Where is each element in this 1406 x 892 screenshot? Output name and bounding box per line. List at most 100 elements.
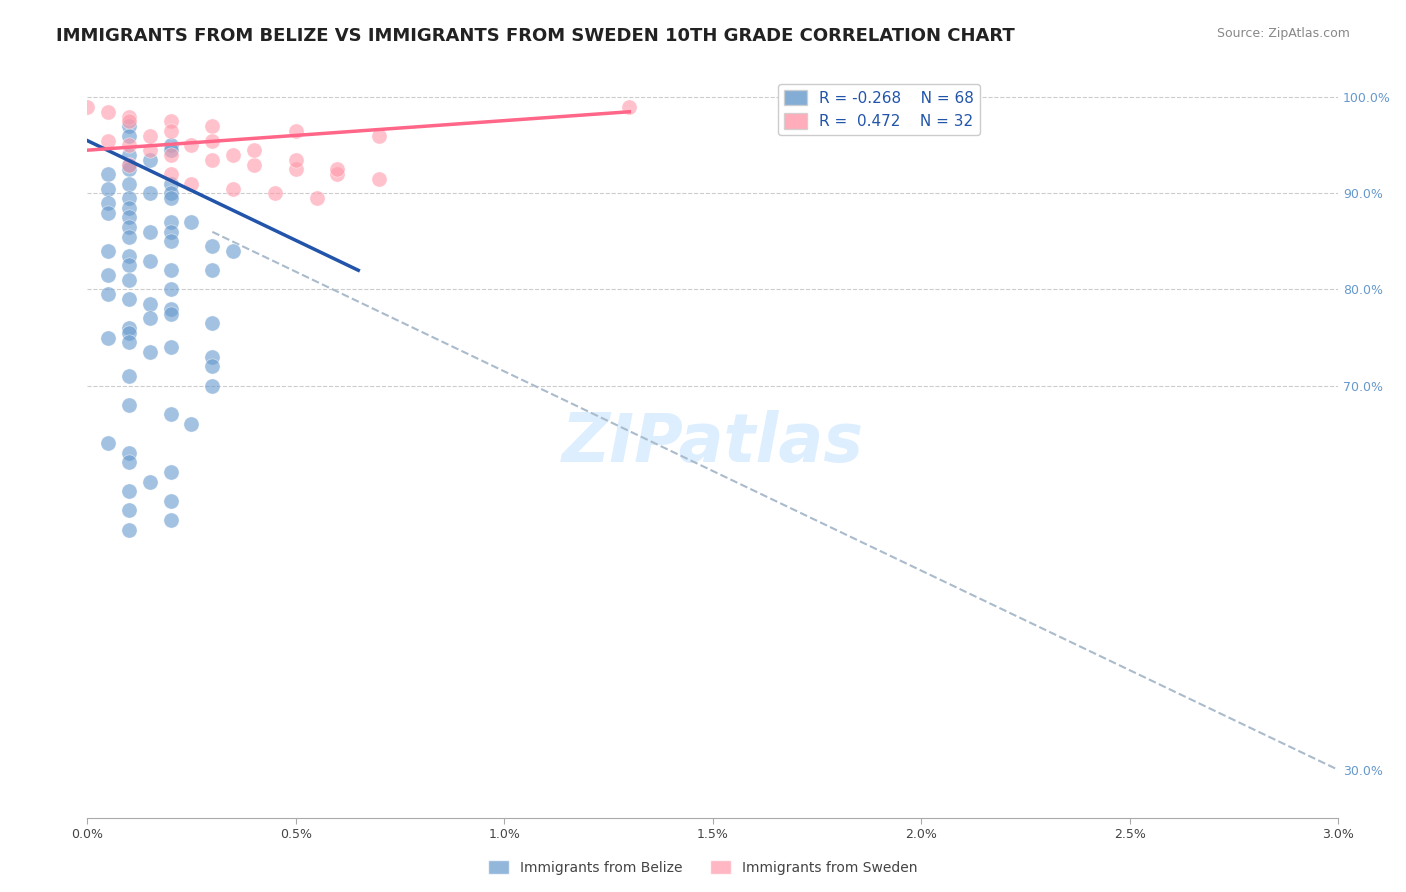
Point <box>159 138 181 153</box>
Point <box>284 124 307 138</box>
Point <box>97 287 120 301</box>
Point <box>118 398 141 412</box>
Point <box>118 523 141 537</box>
Text: Source: ZipAtlas.com: Source: ZipAtlas.com <box>1216 27 1350 40</box>
Text: ZIPatlas: ZIPatlas <box>562 410 863 476</box>
Point <box>139 186 162 201</box>
Point <box>97 134 120 148</box>
Point <box>97 167 120 181</box>
Point <box>97 244 120 258</box>
Point <box>180 177 202 191</box>
Point <box>118 321 141 335</box>
Point <box>118 273 141 287</box>
Point <box>139 311 162 326</box>
Point <box>97 196 120 211</box>
Point <box>201 134 224 148</box>
Point <box>118 158 141 172</box>
Point <box>118 259 141 273</box>
Legend: R = -0.268    N = 68, R =  0.472    N = 32: R = -0.268 N = 68, R = 0.472 N = 32 <box>778 84 980 136</box>
Point <box>284 162 307 177</box>
Point <box>139 253 162 268</box>
Point <box>243 143 266 157</box>
Point <box>97 104 120 119</box>
Point <box>159 235 181 249</box>
Point <box>97 268 120 282</box>
Point <box>118 158 141 172</box>
Point <box>139 345 162 359</box>
Point <box>118 368 141 383</box>
Point <box>159 191 181 205</box>
Point <box>159 283 181 297</box>
Point <box>97 205 120 219</box>
Point <box>118 446 141 460</box>
Point <box>118 177 141 191</box>
Point <box>159 513 181 527</box>
Point <box>222 244 245 258</box>
Point <box>159 177 181 191</box>
Point <box>201 316 224 330</box>
Point <box>97 330 120 344</box>
Point <box>201 119 224 133</box>
Point <box>159 143 181 157</box>
Point <box>201 153 224 167</box>
Point <box>139 225 162 239</box>
Point <box>159 340 181 354</box>
Point <box>201 378 224 392</box>
Point <box>118 114 141 128</box>
Point <box>118 220 141 235</box>
Point <box>118 201 141 215</box>
Point <box>118 335 141 350</box>
Point <box>118 503 141 517</box>
Point <box>159 225 181 239</box>
Point <box>159 167 181 181</box>
Point <box>118 211 141 225</box>
Point <box>97 436 120 450</box>
Point <box>139 128 162 143</box>
Point <box>118 138 141 153</box>
Point <box>139 297 162 311</box>
Point <box>284 153 307 167</box>
Point <box>118 229 141 244</box>
Point <box>118 249 141 263</box>
Point <box>305 191 328 205</box>
Point <box>619 100 641 114</box>
Point <box>139 475 162 489</box>
Point <box>97 181 120 195</box>
Point <box>201 263 224 277</box>
Point <box>368 128 391 143</box>
Point <box>180 138 202 153</box>
Point <box>180 215 202 229</box>
Point <box>118 191 141 205</box>
Point <box>222 148 245 162</box>
Point <box>118 292 141 306</box>
Point <box>118 162 141 177</box>
Point <box>326 162 349 177</box>
Point <box>326 167 349 181</box>
Point <box>243 158 266 172</box>
Point <box>139 143 162 157</box>
Point <box>159 465 181 479</box>
Point <box>118 148 141 162</box>
Point <box>201 239 224 253</box>
Point <box>118 484 141 499</box>
Point <box>159 186 181 201</box>
Point <box>368 172 391 186</box>
Point <box>159 306 181 320</box>
Point <box>159 124 181 138</box>
Point <box>159 215 181 229</box>
Point <box>118 119 141 133</box>
Point <box>201 359 224 374</box>
Point <box>222 181 245 195</box>
Point <box>159 493 181 508</box>
Point <box>118 326 141 340</box>
Text: IMMIGRANTS FROM BELIZE VS IMMIGRANTS FROM SWEDEN 10TH GRADE CORRELATION CHART: IMMIGRANTS FROM BELIZE VS IMMIGRANTS FRO… <box>56 27 1015 45</box>
Point <box>159 301 181 316</box>
Point <box>180 417 202 431</box>
Point <box>118 455 141 469</box>
Point <box>159 263 181 277</box>
Point <box>76 100 98 114</box>
Point <box>159 148 181 162</box>
Point <box>201 350 224 364</box>
Point <box>159 114 181 128</box>
Legend: Immigrants from Belize, Immigrants from Sweden: Immigrants from Belize, Immigrants from … <box>482 855 924 880</box>
